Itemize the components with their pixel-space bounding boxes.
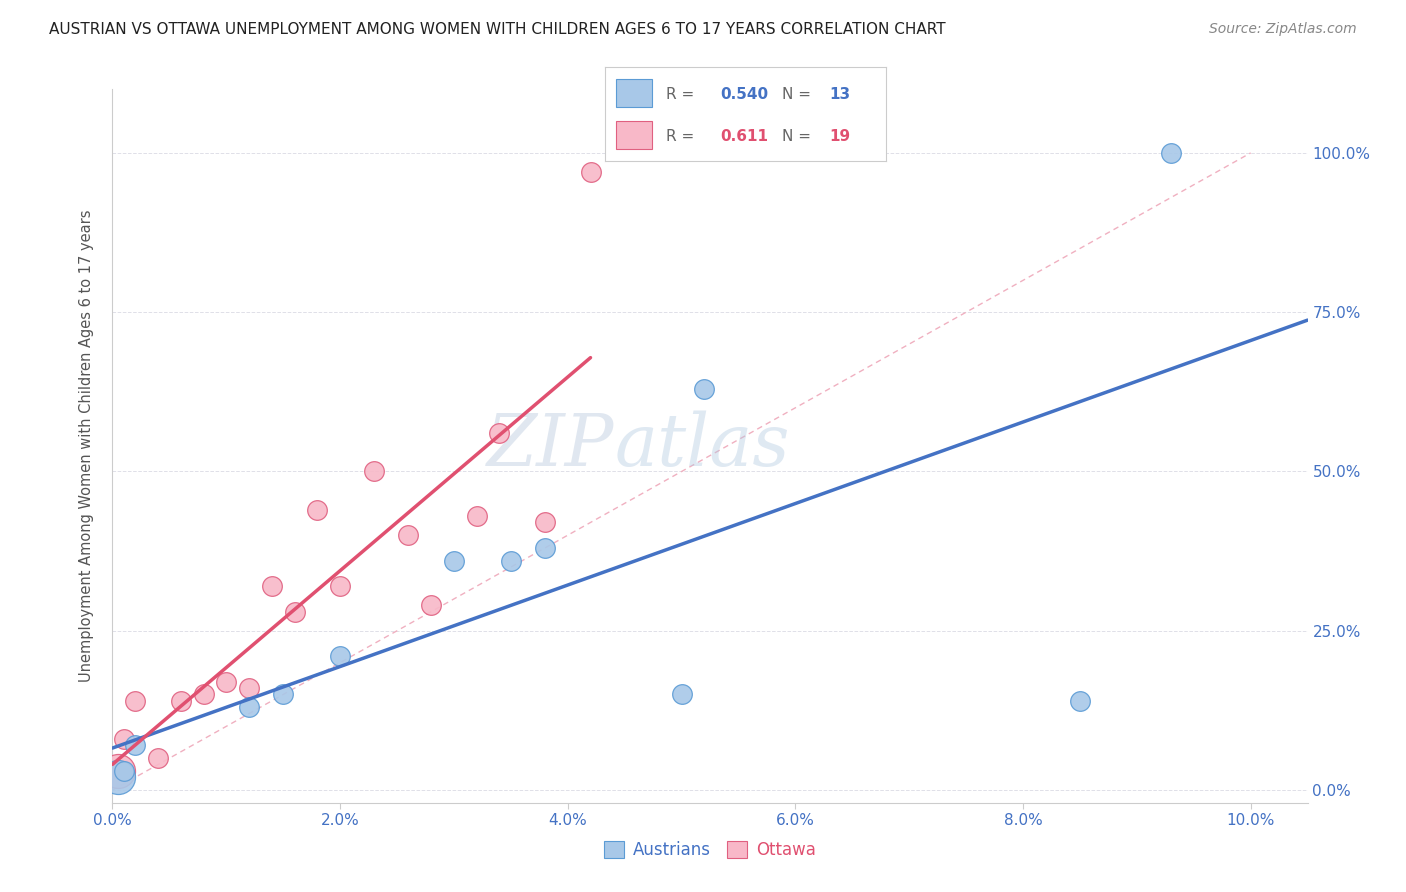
Point (271, 688, 294, 702)
Text: 0.540: 0.540 (720, 87, 768, 102)
Point (307, 502, 329, 516)
Point (329, 579, 352, 593)
Text: N =: N = (782, 128, 815, 144)
Point (396, 528, 419, 542)
Point (1160, 145, 1182, 160)
Point (146, 751, 169, 765)
Point (170, 694, 193, 708)
Text: ZIP: ZIP (486, 410, 614, 482)
Point (215, 674, 238, 689)
Point (284, 605, 307, 619)
Point (124, 739, 146, 753)
Text: R =: R = (666, 128, 704, 144)
Point (534, 516, 557, 530)
Text: Source: ZipAtlas.com: Source: ZipAtlas.com (1209, 22, 1357, 37)
Point (193, 688, 215, 702)
Point (671, 688, 693, 702)
Text: R =: R = (666, 87, 700, 102)
Point (107, 764, 129, 778)
Point (363, 465, 385, 479)
Point (260, 579, 283, 593)
Text: N =: N = (782, 87, 815, 102)
Text: AUSTRIAN VS OTTAWA UNEMPLOYMENT AMONG WOMEN WITH CHILDREN AGES 6 TO 17 YEARS COR: AUSTRIAN VS OTTAWA UNEMPLOYMENT AMONG WO… (49, 22, 946, 37)
Point (329, 649, 352, 664)
Text: atlas: atlas (614, 410, 790, 482)
Text: 13: 13 (830, 87, 851, 102)
Point (499, 554, 522, 568)
Point (124, 694, 146, 708)
FancyBboxPatch shape (616, 79, 652, 107)
Point (238, 700, 260, 714)
Point (107, 770, 129, 784)
Point (112, 764, 135, 778)
Point (420, 599, 443, 613)
Point (693, 382, 716, 396)
Point (112, 732, 135, 747)
FancyBboxPatch shape (616, 121, 652, 149)
Legend: Austrians, Ottawa: Austrians, Ottawa (598, 834, 823, 866)
Text: 19: 19 (830, 128, 851, 144)
Point (579, 165, 602, 179)
Point (443, 554, 465, 568)
Point (1069, 694, 1091, 708)
Point (488, 426, 510, 441)
Text: 0.611: 0.611 (720, 128, 768, 144)
Y-axis label: Unemployment Among Women with Children Ages 6 to 17 years: Unemployment Among Women with Children A… (79, 210, 94, 682)
Point (238, 681, 260, 695)
Point (465, 509, 488, 524)
Point (534, 541, 557, 555)
